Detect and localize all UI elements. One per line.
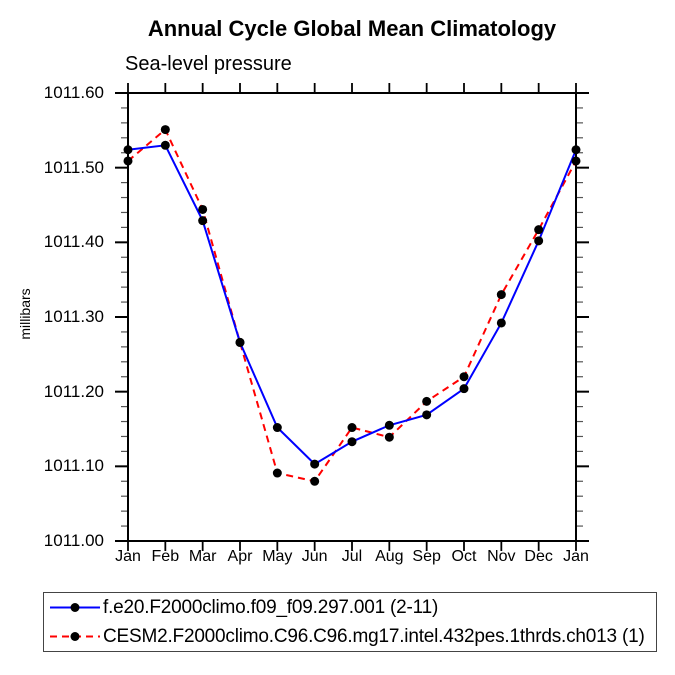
red-dashed-line-marker-icon bbox=[50, 632, 100, 641]
data-point-marker bbox=[459, 372, 469, 382]
x-tick-label: Apr bbox=[227, 548, 253, 565]
legend-item-series-2: CESM2.F2000climo.C96.C96.mg17.intel.432p… bbox=[44, 622, 656, 651]
data-point-marker bbox=[160, 140, 170, 150]
legend: f.e20.F2000climo.f09_f09.297.001 (2-11) … bbox=[43, 592, 657, 652]
data-point-marker bbox=[272, 468, 282, 478]
data-point-marker bbox=[310, 476, 320, 486]
legend-item-series-1: f.e20.F2000climo.f09_f09.297.001 (2-11) bbox=[44, 593, 656, 622]
data-point-marker bbox=[534, 236, 544, 246]
data-point-marker bbox=[272, 423, 282, 433]
x-tick-label: Jan bbox=[563, 548, 589, 565]
data-point-marker bbox=[422, 410, 432, 420]
y-tick-label: 1011.60 bbox=[43, 83, 104, 102]
data-point-marker bbox=[198, 216, 208, 226]
chart-subtitle: Sea-level pressure bbox=[125, 53, 292, 75]
x-tick-label: Sep bbox=[412, 548, 441, 565]
data-point-marker bbox=[571, 156, 581, 166]
y-tick-label: 1011.50 bbox=[43, 157, 104, 177]
x-tick-label: Aug bbox=[375, 548, 404, 565]
x-tick-label: Dec bbox=[524, 548, 553, 565]
x-tick-label: May bbox=[262, 548, 293, 565]
data-point-marker bbox=[534, 225, 544, 235]
data-point-marker bbox=[123, 145, 133, 155]
x-tick-label: Nov bbox=[487, 548, 516, 565]
blue-solid-line-marker-icon bbox=[50, 603, 100, 612]
y-tick-label: 1011.20 bbox=[43, 381, 104, 401]
data-point-marker bbox=[571, 145, 581, 155]
legend-label-series-1: f.e20.F2000climo.f09_f09.297.001 (2-11) bbox=[103, 596, 439, 618]
y-tick-label: 1011.00 bbox=[43, 531, 104, 550]
data-point-marker bbox=[347, 437, 357, 447]
data-point-marker bbox=[347, 423, 357, 433]
y-tick-label: 1011.30 bbox=[43, 307, 104, 326]
x-tick-label: Feb bbox=[151, 548, 180, 565]
data-point-marker bbox=[496, 290, 506, 300]
legend-label-series-2: CESM2.F2000climo.C96.C96.mg17.intel.432p… bbox=[103, 625, 645, 647]
data-point-marker bbox=[384, 432, 394, 442]
data-point-marker bbox=[198, 204, 208, 214]
data-point-marker bbox=[459, 384, 469, 394]
page-title: Annual Cycle Global Mean Climatology bbox=[147, 16, 557, 41]
data-point-marker bbox=[384, 420, 394, 430]
data-point-marker bbox=[123, 156, 133, 166]
data-point-marker bbox=[422, 396, 432, 406]
x-tick-label: Jun bbox=[301, 548, 328, 565]
data-point-marker bbox=[310, 459, 320, 469]
data-point-marker bbox=[235, 337, 245, 347]
series-line-blue bbox=[127, 144, 577, 466]
plot-frame bbox=[127, 92, 577, 542]
y-tick-label: 1011.40 bbox=[43, 232, 104, 252]
x-tick-label: Jan bbox=[115, 548, 141, 565]
x-tick-label: Mar bbox=[188, 548, 217, 565]
y-tick-label: 1011.10 bbox=[43, 456, 104, 476]
x-tick-label: Oct bbox=[451, 548, 477, 565]
data-point-marker bbox=[160, 125, 170, 135]
data-point-marker bbox=[496, 318, 506, 328]
x-tick-label: Jul bbox=[341, 548, 363, 565]
